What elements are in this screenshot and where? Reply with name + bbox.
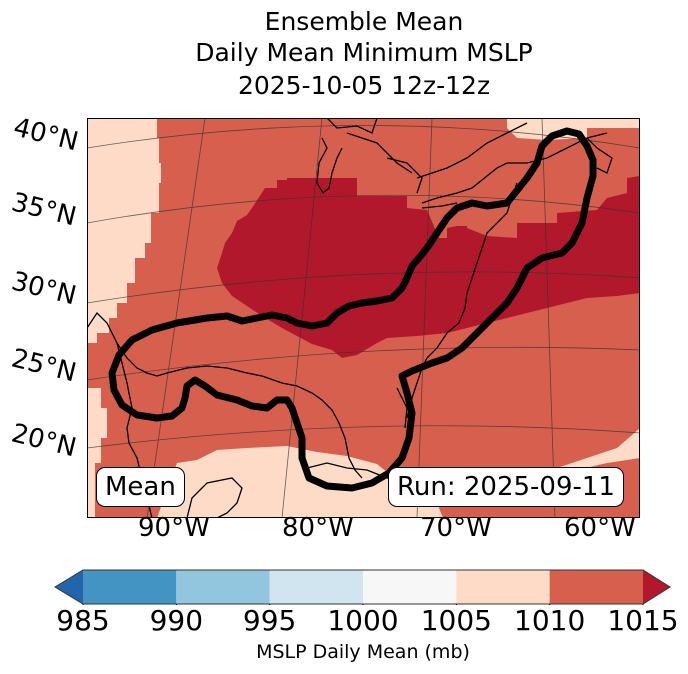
field-gt-1015	[217, 176, 640, 358]
lat-label-30n: 30°N	[8, 266, 80, 312]
lat-label-20n: 20°N	[8, 418, 80, 464]
colorbar-tick-label: 1000	[327, 604, 399, 637]
probability-contour	[108, 127, 597, 492]
title-line-3: 2025-10-05 12z-12z	[237, 71, 491, 100]
map-panel	[87, 118, 640, 518]
map-frame	[87, 118, 640, 518]
lat-label-35n: 35°N	[8, 187, 80, 233]
run-date-box: Run: 2025-09-11	[388, 467, 624, 507]
lat-label-40n: 40°N	[10, 112, 82, 158]
colorbar-tick-label: 985	[56, 604, 110, 637]
lon-label-80w: 80°W	[282, 513, 354, 543]
field-1005-1010-southwest	[87, 388, 107, 518]
colorbar-tick-label: 1010	[514, 604, 586, 637]
field-1010-1015-atlantic-south	[547, 428, 640, 478]
graticule	[87, 118, 640, 518]
mean-label-box: Mean	[96, 467, 185, 507]
colorbar-label: MSLP Daily Mean (mb)	[256, 641, 470, 663]
field-1005-1010-south	[157, 446, 443, 518]
colorbar	[54, 569, 671, 605]
field-1005-1010-west	[87, 118, 161, 343]
colorbar-tick-label: 995	[242, 604, 297, 637]
colorbar-bin-985-990	[83, 570, 177, 604]
lon-label-90w: 90°W	[138, 513, 210, 543]
lon-label-60w: 60°W	[564, 513, 636, 543]
colorbar-tick-label: 1005	[420, 604, 492, 637]
colorbar-tick-label: 1015	[607, 604, 679, 637]
title-line-2: Daily Mean Minimum MSLP	[195, 38, 533, 67]
colorbar-bin-1000-1005	[363, 570, 457, 604]
lat-label-25n: 25°N	[8, 343, 80, 389]
colorbar-extend-low	[55, 570, 83, 604]
colorbar-extend-high	[643, 570, 670, 604]
colorbar-tick-label: 990	[149, 604, 204, 637]
title-line-1: Ensemble Mean	[264, 7, 464, 36]
colorbar-bin-995-1000	[269, 570, 363, 604]
lon-label-70w: 70°W	[420, 513, 492, 543]
colorbar-bin-990-995	[176, 570, 270, 604]
colorbar-bin-1010-1015	[549, 570, 643, 604]
colorbar-bin-1005-1010	[456, 570, 550, 604]
